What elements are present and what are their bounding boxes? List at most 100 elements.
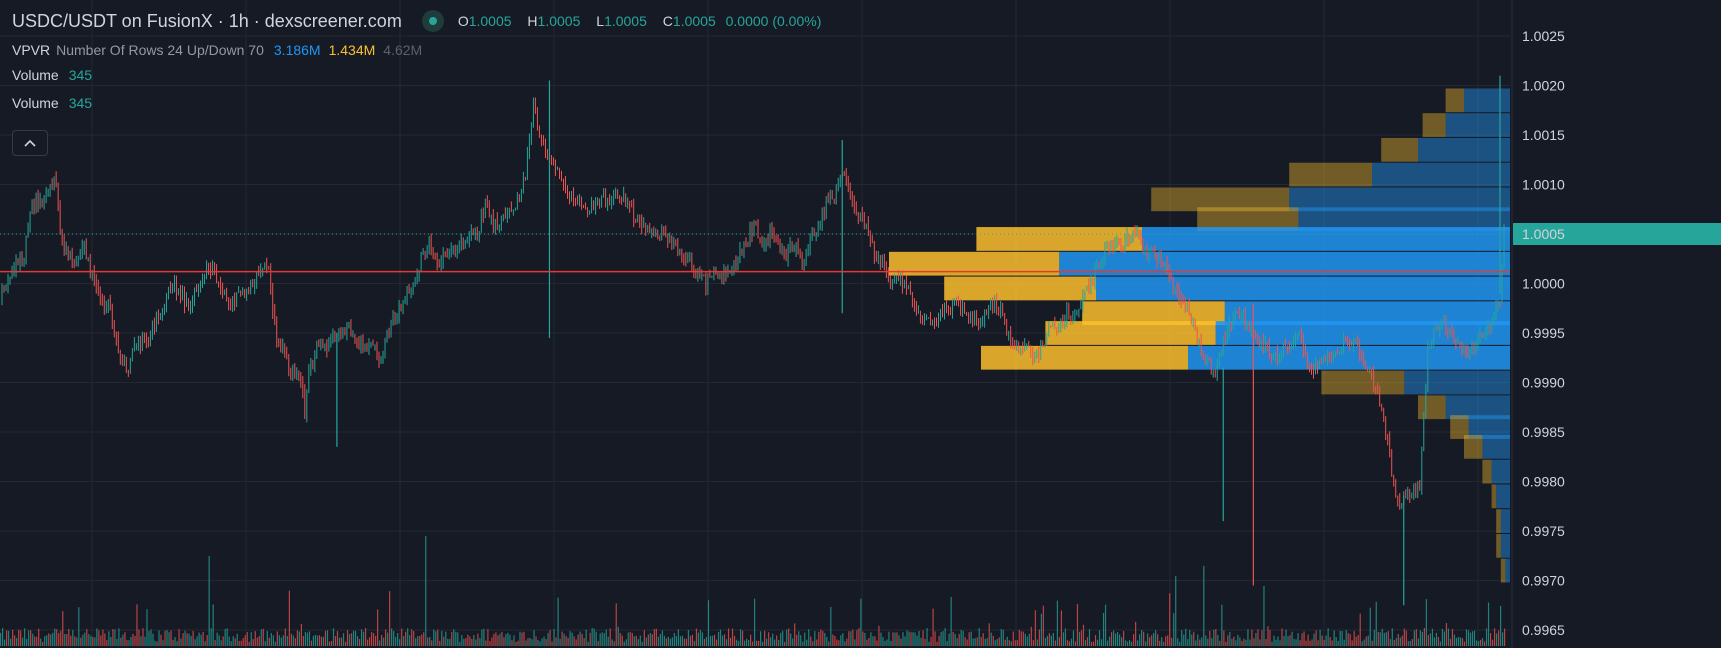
- volume-bar: [270, 632, 272, 646]
- volume-bar: [296, 630, 298, 646]
- volume-bar: [1473, 630, 1476, 646]
- volume-bar: [449, 638, 451, 646]
- vpvr-legend[interactable]: VPVR Number Of Rows 24 Up/Down 70 3.186M…: [12, 42, 422, 58]
- volume-bar: [132, 633, 134, 646]
- volume-bar: [1084, 640, 1087, 646]
- collapse-legend-button[interactable]: [12, 130, 48, 156]
- volume-bar: [338, 637, 341, 646]
- volume-bar: [1175, 576, 1177, 646]
- volume-bar: [1247, 629, 1249, 646]
- volume-profile-up-bar: [1404, 370, 1510, 395]
- volume-bar: [44, 636, 46, 646]
- volume-bar: [1275, 639, 1277, 646]
- volume-bar: [741, 630, 744, 646]
- volume-bar: [471, 638, 473, 646]
- volume-bar: [838, 640, 840, 646]
- volume-bar: [928, 641, 930, 646]
- volume-bar: [60, 630, 62, 646]
- volume-bar: [613, 641, 615, 646]
- volume-bar: [1098, 630, 1101, 646]
- volume-bar: [932, 608, 934, 646]
- volume-bar: [737, 640, 740, 646]
- volume-bar: [284, 628, 286, 646]
- volume-bar: [302, 635, 305, 646]
- volume-bar: [1205, 635, 1207, 646]
- volume-bar: [280, 637, 282, 646]
- volume-bar: [130, 636, 132, 646]
- volume-bar: [729, 637, 732, 646]
- volume-bar: [451, 631, 453, 646]
- volume-bar: [768, 632, 770, 646]
- volume-bar: [1171, 637, 1173, 646]
- volume-bar: [180, 638, 182, 646]
- volume-bar: [314, 634, 317, 646]
- volume-bar: [603, 633, 605, 646]
- vpvr-up-volume: 3.186M: [273, 42, 321, 58]
- volume-bar: [362, 631, 365, 646]
- volume-bar: [551, 641, 553, 646]
- price-axis[interactable]: 1.0025 1.0020 1.0015 1.0010 1.0005 1.0000 0.99…: [1511, 0, 1721, 648]
- volume-bar: [563, 633, 565, 646]
- volume-legend-1[interactable]: Volume 345: [12, 67, 92, 83]
- volume-bar: [944, 628, 946, 646]
- volume-bar: [1024, 633, 1026, 646]
- volume-bar: [772, 633, 774, 646]
- volume-bar: [465, 638, 467, 646]
- volume-bar: [1131, 641, 1133, 646]
- volume-bar: [980, 637, 982, 646]
- volume-bar: [1457, 636, 1460, 646]
- volume-bar: [1499, 606, 1502, 646]
- volume-bar: [752, 641, 754, 646]
- volume-bar: [683, 638, 686, 646]
- volume-bar: [1000, 629, 1002, 646]
- volume-bar: [94, 637, 96, 646]
- volume-bar: [1269, 629, 1271, 646]
- volume-bar: [1311, 639, 1313, 646]
- volume-bar: [372, 633, 375, 646]
- volume-bar: [756, 640, 758, 646]
- volume-bar: [1317, 640, 1319, 646]
- volume-bar: [475, 639, 477, 646]
- volume-bar: [158, 630, 160, 646]
- volume-bar: [1259, 639, 1261, 646]
- volume-bar: [735, 639, 738, 646]
- volume-bar: [328, 641, 331, 646]
- volume-bar: [1315, 630, 1317, 646]
- volume-bar: [515, 641, 517, 646]
- volume-bar: [322, 636, 325, 646]
- volume-bar: [425, 536, 427, 646]
- volume-bar: [120, 637, 122, 646]
- volume-bar: [810, 636, 812, 646]
- vpvr-params: Number Of Rows 24 Up/Down 70: [56, 42, 264, 58]
- volume-bar: [868, 637, 870, 646]
- volume-profile-up-bar: [1491, 459, 1510, 484]
- volume-bar: [196, 636, 198, 646]
- volume-bar: [900, 638, 902, 646]
- volume-bar: [22, 637, 24, 646]
- volume-bar: [88, 634, 90, 646]
- volume-bar: [112, 629, 114, 646]
- volume-bar: [675, 635, 677, 646]
- volume-bar: [423, 632, 425, 646]
- volume-bar: [1255, 632, 1257, 646]
- price-axis-tick-label: 1.0020: [1522, 78, 1565, 94]
- volume-bar: [625, 639, 627, 646]
- volume-bar: [655, 628, 657, 646]
- volume-bar: [495, 632, 497, 646]
- volume-bar: [1004, 639, 1006, 646]
- volume-legend-2[interactable]: Volume 345: [12, 95, 92, 111]
- volume-bar: [713, 634, 716, 646]
- volume-bar: [342, 633, 345, 646]
- volume-bar: [1014, 640, 1016, 646]
- volume-bar: [1305, 640, 1307, 646]
- volume-bar: [1273, 635, 1275, 646]
- volume-bar: [1030, 626, 1032, 646]
- volume-bar: [467, 634, 469, 646]
- volume-bar: [866, 639, 868, 646]
- volume-bar: [264, 641, 266, 646]
- volume-bar: [360, 629, 363, 646]
- volume-bar: [872, 636, 874, 646]
- volume-bar: [262, 628, 264, 646]
